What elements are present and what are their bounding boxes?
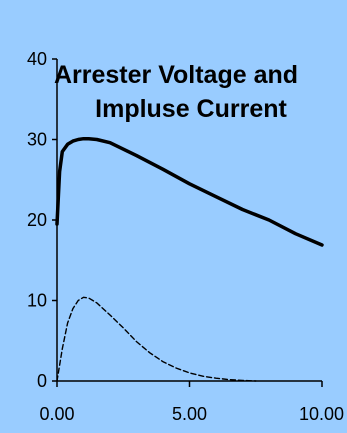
series-line-voltage-solid: [55, 136, 324, 247]
x-tick-label: 10.00: [299, 404, 344, 424]
y-tick-label: 0: [37, 371, 47, 391]
chart-title-line-1: Arrester Voltage and: [54, 61, 298, 89]
y-tick-label: 30: [27, 130, 47, 150]
tick-marks: [52, 58, 323, 387]
chart-title-line-2: Impluse Current: [95, 95, 287, 123]
y-tick-label: 20: [27, 210, 47, 230]
y-tick-label: 40: [27, 49, 47, 69]
series-layer: [55, 136, 324, 382]
series-line-current-dashed: [56, 296, 257, 382]
x-tick-label: 0.00: [39, 404, 74, 424]
y-tick-label: 10: [27, 291, 47, 311]
x-tick-label: 5.00: [172, 404, 207, 424]
tick-labels: 0 10 20 30 40 0.00 5.00 10.00: [27, 49, 344, 424]
